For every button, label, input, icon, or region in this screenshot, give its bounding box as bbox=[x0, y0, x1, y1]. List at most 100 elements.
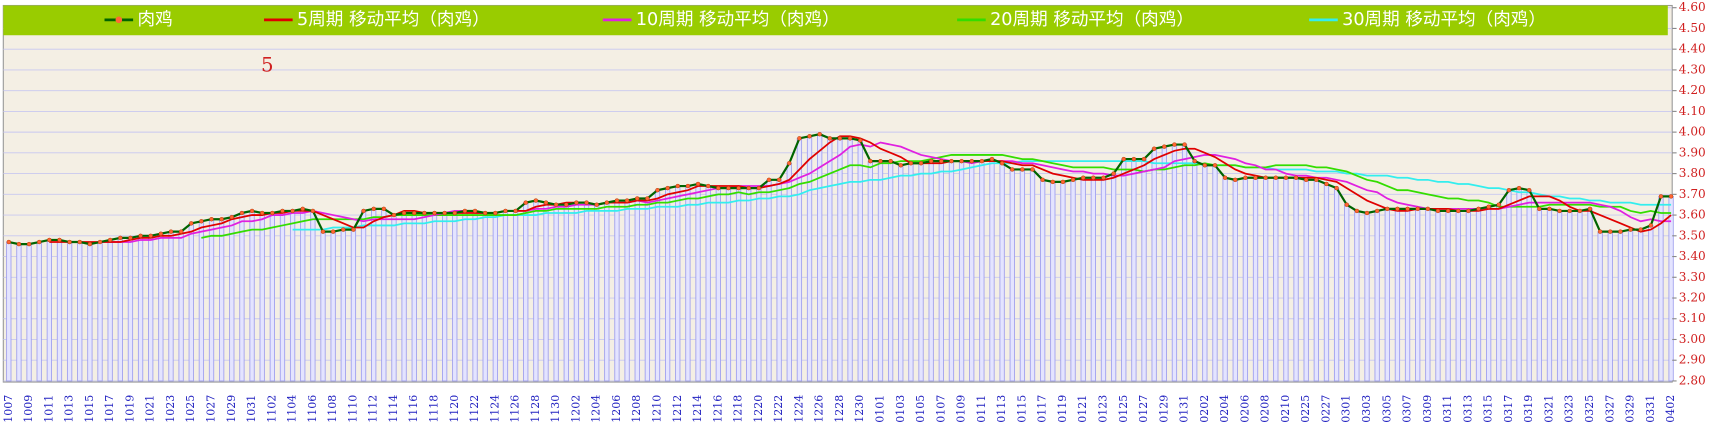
bar bbox=[6, 241, 12, 382]
x-tick-label: 1206 bbox=[610, 395, 623, 423]
point bbox=[1354, 208, 1360, 214]
point bbox=[594, 202, 599, 207]
point bbox=[1638, 227, 1643, 232]
bar bbox=[421, 212, 428, 382]
bar bbox=[553, 204, 559, 382]
x-tick-label: 1017 bbox=[103, 395, 116, 423]
x-tick-label: 0313 bbox=[1461, 395, 1474, 423]
y-tick-label: 3.90 bbox=[1679, 145, 1706, 159]
x-tick-label: 0402 bbox=[1664, 395, 1677, 423]
point bbox=[249, 208, 255, 214]
x-tick-label: 1222 bbox=[772, 395, 785, 423]
bar bbox=[482, 212, 488, 382]
point bbox=[898, 163, 903, 168]
bar bbox=[958, 160, 965, 382]
point bbox=[1395, 206, 1400, 212]
bar bbox=[1617, 231, 1624, 382]
point bbox=[1030, 167, 1035, 172]
x-tick-label: 0206 bbox=[1238, 395, 1251, 423]
point bbox=[1010, 167, 1015, 172]
x-tick-label: 0105 bbox=[914, 395, 927, 423]
bar bbox=[452, 212, 458, 382]
bar bbox=[1607, 231, 1613, 382]
x-tick-label: 1027 bbox=[205, 395, 218, 423]
point bbox=[1263, 175, 1268, 180]
x-tick-label: 0123 bbox=[1096, 395, 1109, 423]
x-tick-label: 1204 bbox=[590, 395, 603, 423]
bar bbox=[1161, 146, 1167, 382]
bar bbox=[533, 200, 539, 382]
x-tick-label: 0323 bbox=[1563, 395, 1576, 423]
point bbox=[837, 136, 843, 141]
x-tick-label: 1015 bbox=[83, 395, 96, 423]
point bbox=[868, 158, 873, 164]
x-tick-label: 1126 bbox=[509, 395, 522, 423]
x-tick-label: 1009 bbox=[22, 395, 35, 423]
bar bbox=[87, 243, 93, 382]
bar bbox=[1587, 208, 1593, 382]
bar bbox=[1171, 144, 1178, 382]
x-tick-label: 0115 bbox=[1015, 395, 1028, 423]
point bbox=[310, 208, 316, 214]
point bbox=[1324, 181, 1329, 187]
point bbox=[1628, 227, 1633, 232]
point bbox=[797, 136, 802, 141]
bar bbox=[300, 208, 306, 382]
point bbox=[918, 161, 924, 166]
x-tick-label: 1124 bbox=[488, 395, 501, 423]
bar bbox=[229, 216, 235, 382]
point bbox=[949, 158, 954, 164]
bar bbox=[472, 210, 478, 382]
point bbox=[533, 198, 539, 203]
point bbox=[1668, 194, 1674, 199]
point bbox=[604, 200, 610, 205]
point bbox=[1314, 177, 1319, 183]
x-tick-label: 1031 bbox=[245, 395, 258, 423]
point bbox=[371, 206, 376, 212]
legend-label: 5周期 移动平均（肉鸡） bbox=[297, 10, 490, 30]
bar bbox=[644, 198, 651, 382]
y-tick-label: 3.10 bbox=[1679, 311, 1706, 325]
point bbox=[847, 136, 853, 141]
x-tick-label: 0101 bbox=[873, 395, 886, 423]
x-tick-label: 0117 bbox=[1036, 395, 1049, 423]
bar bbox=[56, 239, 63, 382]
y-tick-label: 3.50 bbox=[1679, 228, 1706, 242]
bar bbox=[877, 160, 884, 382]
bar bbox=[969, 160, 975, 382]
bar bbox=[492, 212, 498, 382]
point bbox=[87, 241, 93, 247]
bar bbox=[1465, 210, 1472, 382]
y-tick-label: 3.20 bbox=[1679, 291, 1706, 305]
point bbox=[1131, 156, 1137, 162]
point bbox=[1212, 163, 1218, 168]
point bbox=[422, 210, 427, 216]
point bbox=[158, 231, 164, 236]
bar bbox=[16, 243, 22, 382]
point bbox=[787, 161, 792, 166]
x-tick-label: 1130 bbox=[549, 395, 562, 423]
point bbox=[1405, 206, 1410, 212]
bar bbox=[624, 200, 630, 382]
x-tick-label: 1210 bbox=[651, 395, 664, 423]
y-tick-label: 4.10 bbox=[1679, 104, 1706, 118]
legend-marker bbox=[115, 16, 123, 24]
bar bbox=[1313, 179, 1319, 382]
legend-label: 30周期 移动平均（肉鸡） bbox=[1342, 10, 1546, 30]
point bbox=[736, 185, 741, 191]
point bbox=[351, 227, 356, 232]
bar bbox=[766, 179, 772, 382]
bar bbox=[1303, 179, 1309, 382]
bar bbox=[1374, 210, 1380, 382]
bar bbox=[1192, 160, 1198, 382]
point bbox=[1648, 223, 1654, 228]
x-tick-label: 1218 bbox=[732, 395, 745, 423]
point bbox=[1334, 185, 1339, 191]
x-tick-label: 1212 bbox=[671, 395, 684, 423]
bar bbox=[1029, 169, 1036, 382]
bar bbox=[1344, 204, 1350, 382]
bar bbox=[188, 222, 194, 382]
bar bbox=[1354, 210, 1360, 382]
bar bbox=[1252, 177, 1259, 382]
bar bbox=[675, 185, 681, 382]
